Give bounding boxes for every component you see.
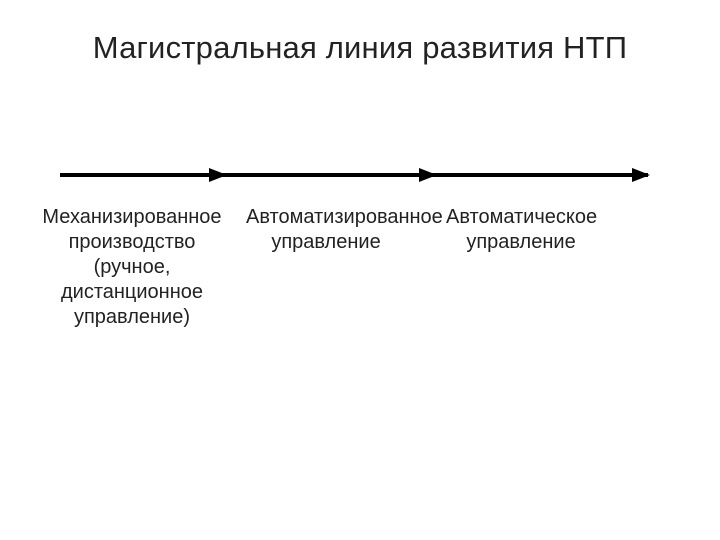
slide: Магистральная линия развития НТП Механиз… xyxy=(0,0,720,540)
stage-label-1: Автоматизированное управление xyxy=(246,205,406,255)
stage-label-2: Автоматическое управление xyxy=(446,205,596,255)
stage-label-0: Механизированное производство (ручное, д… xyxy=(32,205,232,330)
